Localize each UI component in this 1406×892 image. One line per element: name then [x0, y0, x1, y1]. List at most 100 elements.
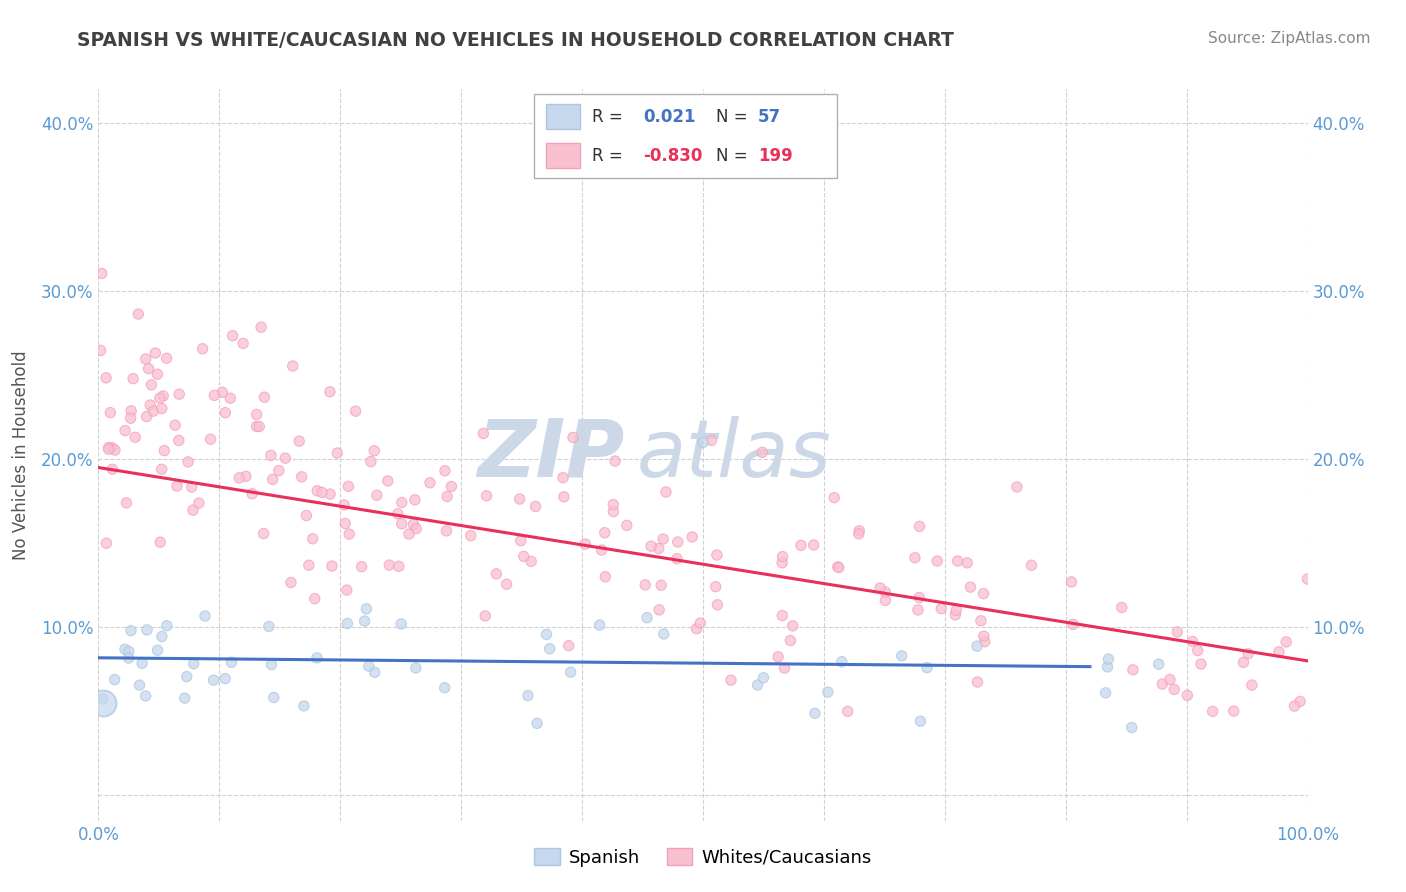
Point — [177, 455, 200, 469]
Point — [943, 607, 966, 622]
Point — [516, 689, 538, 703]
Point — [146, 643, 169, 657]
Point — [1284, 699, 1306, 714]
Text: atlas: atlas — [637, 416, 831, 494]
Point — [875, 585, 897, 599]
Text: ZIP: ZIP — [477, 416, 624, 494]
Point — [640, 539, 662, 553]
Point — [262, 472, 284, 486]
Point — [128, 678, 150, 692]
Point — [1159, 673, 1181, 687]
Point — [150, 630, 173, 644]
Point — [181, 503, 204, 517]
Point — [681, 530, 703, 544]
Point — [166, 479, 188, 493]
Point — [700, 434, 723, 448]
Point — [869, 581, 891, 595]
Point — [214, 406, 236, 420]
Point — [281, 359, 304, 373]
Point — [391, 516, 413, 531]
Point — [298, 558, 321, 573]
Point — [295, 508, 318, 523]
Point — [219, 391, 242, 405]
Point — [652, 532, 675, 546]
Point — [114, 642, 136, 657]
Point — [562, 430, 585, 444]
Point — [118, 644, 141, 658]
Point — [183, 657, 205, 671]
Point — [240, 486, 263, 500]
Point — [973, 629, 995, 643]
Point — [485, 566, 508, 581]
Point — [136, 623, 159, 637]
Point — [167, 434, 190, 448]
Point — [187, 496, 209, 510]
Point — [91, 696, 114, 710]
Point — [915, 660, 938, 674]
Point — [235, 469, 257, 483]
Point — [211, 385, 233, 400]
Point — [304, 591, 326, 606]
Point — [288, 434, 311, 449]
Point — [350, 559, 373, 574]
Point — [96, 371, 118, 385]
Point — [655, 485, 678, 500]
Text: SPANISH VS WHITE/CAUCASIAN NO VEHICLES IN HOUSEHOLD CORRELATION CHART: SPANISH VS WHITE/CAUCASIAN NO VEHICLES I… — [77, 31, 955, 50]
Point — [97, 441, 120, 455]
Point — [180, 480, 202, 494]
Point — [907, 603, 929, 617]
Point — [1021, 558, 1043, 573]
Point — [146, 368, 169, 382]
Point — [280, 575, 302, 590]
Point — [779, 633, 801, 648]
Point — [96, 536, 118, 550]
Point — [890, 648, 912, 663]
Point — [404, 492, 426, 507]
Point — [97, 442, 120, 457]
Point — [363, 443, 385, 458]
Point — [252, 526, 274, 541]
Point — [263, 690, 285, 705]
Point — [319, 487, 342, 501]
Point — [260, 657, 283, 672]
Point — [1175, 689, 1198, 703]
Point — [194, 609, 217, 624]
Point — [747, 678, 769, 692]
FancyBboxPatch shape — [547, 103, 579, 129]
Point — [752, 671, 775, 685]
Point — [143, 346, 166, 360]
Point — [1121, 721, 1143, 735]
Point — [391, 495, 413, 509]
Point — [526, 716, 548, 731]
Point — [433, 464, 456, 478]
Point — [104, 443, 127, 458]
Point — [1122, 663, 1144, 677]
Point — [319, 384, 342, 399]
Point — [1289, 694, 1312, 708]
Point — [344, 404, 367, 418]
Point — [156, 619, 179, 633]
Point — [135, 409, 157, 424]
Point — [973, 587, 995, 601]
Point — [149, 535, 172, 549]
Point — [689, 616, 711, 631]
Point — [378, 558, 401, 572]
Point — [253, 390, 276, 404]
Point — [1222, 704, 1244, 718]
Point — [551, 470, 574, 484]
Point — [356, 602, 378, 616]
Point — [1097, 652, 1119, 666]
Point — [1181, 634, 1204, 648]
Point — [117, 651, 139, 665]
Point — [153, 443, 176, 458]
Point — [817, 685, 839, 699]
Point — [1005, 480, 1028, 494]
Point — [1152, 677, 1174, 691]
Point — [908, 519, 931, 533]
Point — [831, 655, 853, 669]
Point — [141, 377, 163, 392]
Point — [260, 449, 283, 463]
Point — [321, 559, 343, 574]
Point — [202, 388, 225, 402]
Point — [336, 583, 359, 598]
